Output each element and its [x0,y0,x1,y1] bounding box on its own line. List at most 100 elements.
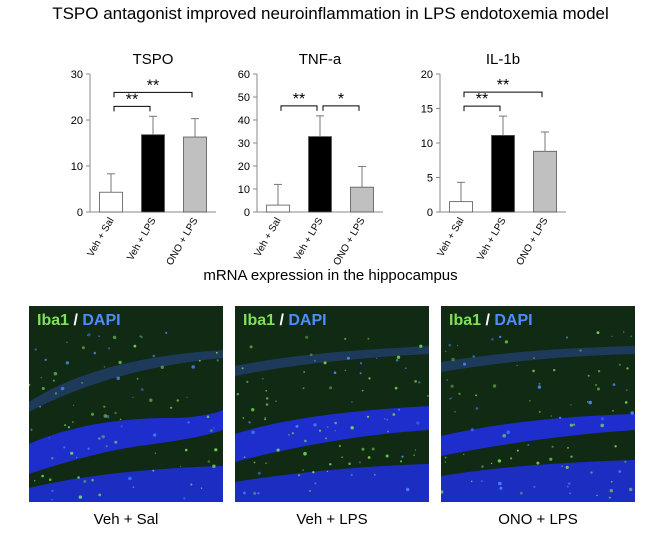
cell-speck [570,404,572,406]
cell-speck [624,401,628,404]
cell-speck [416,421,420,425]
stain-label: Iba1 / DAPI [449,312,533,330]
cell-speck [444,456,447,459]
cell-speck [87,334,89,337]
cell-speck [475,407,479,410]
cell-speck [323,361,327,365]
cell-speck [587,374,590,377]
cell-speck [333,371,337,374]
cell-speck [257,471,261,475]
cell-speck [492,384,497,388]
cell-speck [361,389,364,392]
micrograph-veh-lps: Iba1 / DAPI [235,306,429,502]
cell-speck [385,454,389,458]
cell-speck [499,486,503,490]
category-label: ONO + LPS [332,216,368,268]
cell-speck [567,447,569,449]
cell-speck [214,448,218,452]
cell-speck [406,487,410,492]
cell-speck [72,421,74,423]
cell-speck [83,480,87,483]
cell-speck [44,358,47,361]
cell-speck [401,455,404,458]
cell-speck [579,349,582,352]
cell-speck [475,394,477,397]
cell-speck [463,362,466,366]
bar [99,191,123,213]
cell-speck [318,429,322,432]
y-tick-label: 0 [244,207,250,219]
y-tick-label: 20 [421,69,433,81]
cell-speck [373,473,376,476]
cell-speck [132,396,134,398]
cell-speck [536,461,540,465]
cell-speck [191,365,195,369]
cell-speck [344,337,347,341]
cell-speck [334,421,337,425]
cell-speck [302,387,305,390]
cell-speck [51,499,53,501]
cell-speck [383,418,386,420]
cell-speck [610,480,613,483]
cell-speck [212,464,216,468]
charts-area: TSPO 0 10 20 30 Veh + Sal Veh + LPS ONO + LPS **… [71,51,566,268]
y-tick-label: 10 [421,138,433,150]
cell-speck [52,379,55,382]
cell-speck [454,410,456,413]
cell-speck [103,414,108,418]
cell-speck [498,481,502,486]
y-tick-label: 10 [71,161,83,173]
micrograph-veh-sal: Iba1 / DAPI [29,306,223,502]
cell-speck [387,430,389,433]
cell-speck [72,404,75,406]
bar [308,136,332,213]
cell-speck [481,465,484,468]
cell-speck [114,440,118,444]
pyramidal-layer [441,346,635,372]
cell-speck [375,357,378,359]
cell-speck [569,492,571,495]
figure-title: TSPO antagonist improved neuroinflammati… [52,4,609,23]
cell-speck [630,335,633,338]
cell-speck [184,448,188,452]
cell-speck [246,380,249,383]
bar [533,150,557,213]
cell-speck [572,423,576,426]
cell-speck [34,348,37,351]
significance-bracket [463,105,501,112]
cell-speck [351,401,353,403]
cell-speck [105,445,108,447]
cell-speck [527,443,530,446]
cell-speck [275,400,277,402]
cell-speck [553,368,556,372]
cell-speck [350,426,354,430]
cell-speck [326,470,329,473]
cell-speck [558,416,562,419]
cell-speck [314,482,317,485]
cell-speck [618,363,621,366]
cell-speck [295,424,299,428]
cell-speck [60,386,65,391]
cell-speck [190,483,193,486]
cell-speck [569,423,573,427]
cell-speck [241,367,244,370]
cell-speck [630,411,634,415]
dapi-label: DAPI [82,312,121,329]
cell-speck [152,354,156,358]
category-label: Veh + LPS [292,216,325,263]
cell-speck [359,372,362,375]
separator: / [485,312,490,329]
stain-label: Iba1 / DAPI [37,312,121,330]
y-tick-label: 15 [421,104,433,116]
cell-speck [112,335,117,340]
cell-speck [132,486,135,489]
cell-speck [133,344,137,348]
bar [266,204,290,213]
cell-speck [215,351,218,354]
cell-speck [601,417,604,421]
cell-speck [153,433,157,437]
y-tick-label: 5 [427,173,433,185]
cell-speck [140,388,144,392]
dentate-gyrus-band [441,460,635,502]
cell-speck [625,389,628,392]
